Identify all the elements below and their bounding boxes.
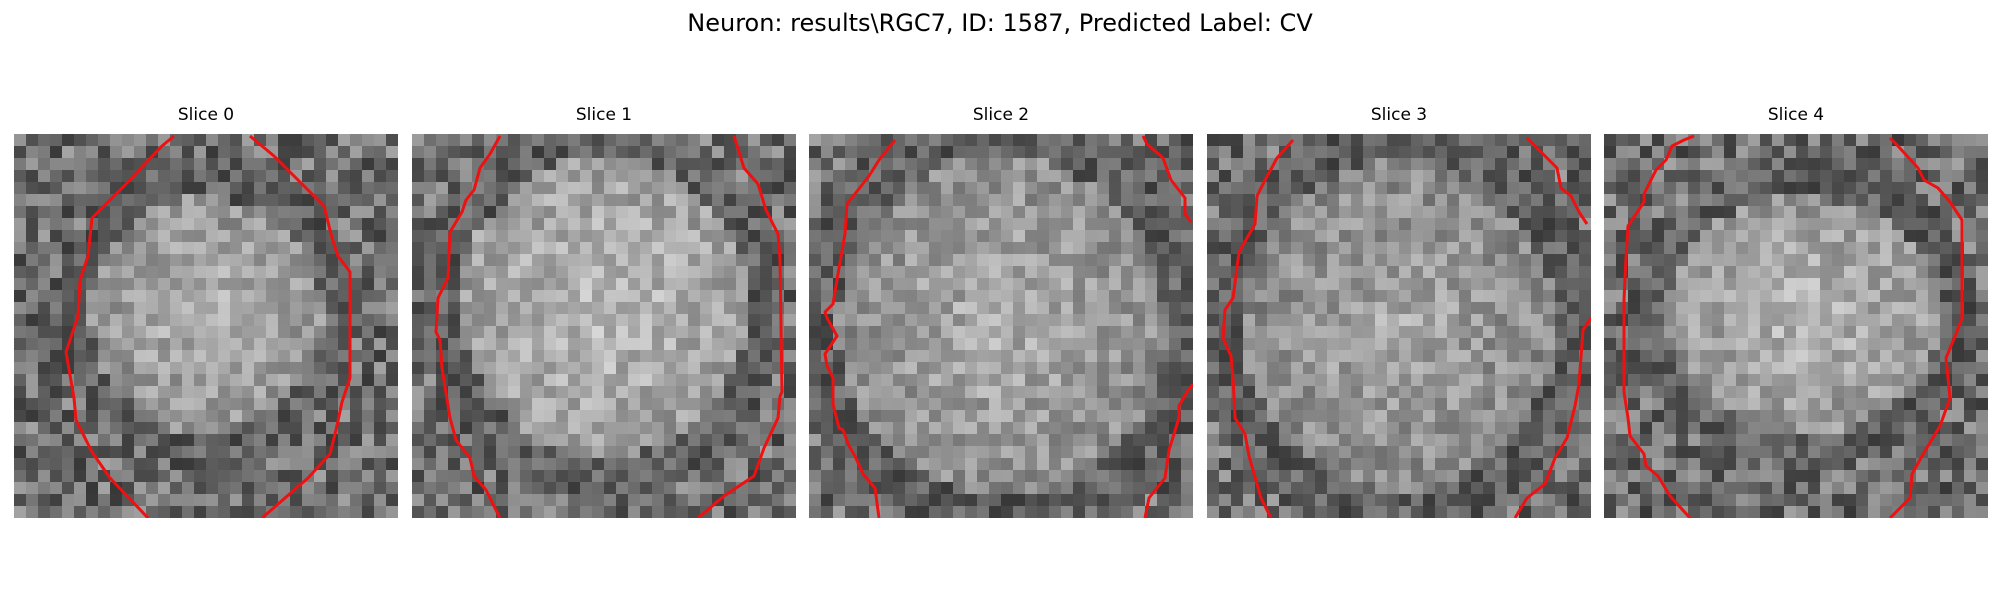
contour-line-3-0 <box>1221 139 1295 518</box>
contour-line-2-1 <box>1141 135 1193 223</box>
slice-title-1: Slice 1 <box>575 105 633 125</box>
contour-line-4-1 <box>1888 136 1964 518</box>
slice-panel-1: Slice 1 <box>412 104 796 518</box>
contour-line-1-1 <box>697 135 784 518</box>
slice-title-2: Slice 2 <box>972 105 1030 125</box>
slice-image-4 <box>1604 134 1988 518</box>
contour-line-2-0 <box>823 139 897 518</box>
contour-line-3-2 <box>1513 317 1591 518</box>
figure-title: Neuron: results\RGC7, ID: 1587, Predicte… <box>687 9 1313 37</box>
slice-title-4: Slice 4 <box>1767 105 1825 125</box>
contour-line-0-0 <box>64 134 175 518</box>
slice-panel-3: Slice 3 <box>1207 104 1591 518</box>
slice-title-0: Slice 0 <box>177 105 235 125</box>
slice-panel-4: Slice 4 <box>1604 104 1988 518</box>
contour-line-0-1 <box>249 134 352 518</box>
slice-title-3: Slice 3 <box>1370 105 1428 125</box>
contour-line-3-1 <box>1525 136 1589 225</box>
slice-image-1 <box>412 134 796 518</box>
contour-line-4-0 <box>1622 134 1695 518</box>
slice-panel-0: Slice 0 <box>14 104 398 518</box>
slice-image-2 <box>809 134 1193 518</box>
contour-line-1-0 <box>434 135 502 518</box>
slice-panel-2: Slice 2 <box>809 104 1193 518</box>
slice-image-3 <box>1207 134 1591 518</box>
contour-line-2-2 <box>1143 383 1193 518</box>
slice-image-0 <box>14 134 398 518</box>
